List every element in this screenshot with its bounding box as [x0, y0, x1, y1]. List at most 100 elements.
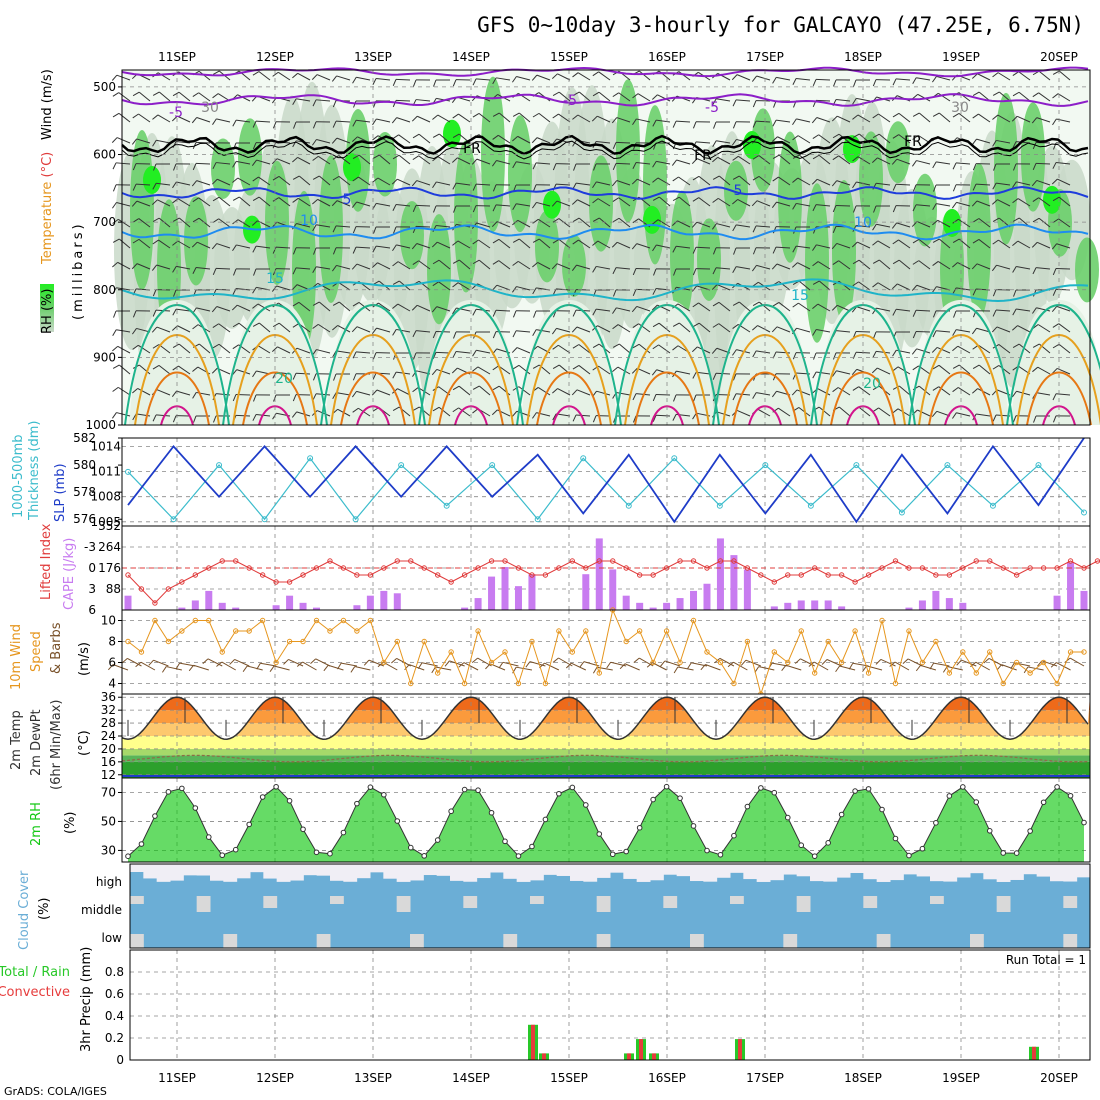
wind-speed-point [354, 628, 360, 634]
wind-speed-point [785, 659, 791, 666]
surface-wind-barbs [108, 657, 1085, 674]
rh2m-point [596, 831, 603, 837]
upper-wind-barb-flag [331, 137, 338, 144]
upper-wind-barb-flag [532, 162, 537, 170]
rh2m-point [825, 840, 831, 846]
rh2m-point [515, 853, 522, 859]
upper-wind-barb [416, 243, 431, 249]
upper-wind-barb [138, 238, 151, 249]
isotherm-dome [928, 371, 994, 426]
upper-wind-barb [938, 112, 951, 123]
upper-wind-barb [436, 368, 451, 375]
upper-wind-barb-flag [611, 117, 618, 124]
upper-wind-barb [978, 218, 991, 228]
upper-wind-barb-flag [512, 219, 519, 226]
upper-wind-barb [1056, 243, 1071, 249]
upper-wind-barb-flag [372, 372, 377, 380]
upper-wind-barb [275, 246, 291, 249]
upper-wind-barb [276, 158, 291, 165]
contour-label: 15 [266, 271, 284, 287]
surface-wind-barb [315, 658, 331, 667]
upper-wind-barb [636, 162, 651, 165]
upper-air-frame [121, 69, 1091, 426]
surface-wind-barb [234, 659, 250, 667]
upper-wind-barb-flag [572, 365, 580, 370]
lifted-index-point [731, 558, 737, 564]
rh-green-blob [184, 196, 208, 286]
upper-wind-barb-flag [433, 205, 437, 213]
cloud-level-middle: middle [81, 903, 122, 917]
lifted-index-point [340, 565, 347, 571]
rh2m-point [1027, 828, 1033, 834]
upper-wind-barb-flag [711, 284, 718, 290]
upper-wind-barb [938, 238, 951, 249]
upper-wind-barb [296, 222, 311, 228]
upper-wind-barb [615, 141, 631, 144]
upper-wind-barb [177, 240, 191, 249]
upper-wind-barb-flag [632, 343, 640, 349]
thickness-point [443, 502, 450, 509]
cloud-low-gap [596, 934, 611, 948]
upper-wind-barb [138, 364, 151, 375]
upper-wind-barb [596, 308, 611, 312]
lifted-index-point [1027, 565, 1033, 571]
upper-wind-barb-flag [312, 175, 320, 180]
upper-wind-barb [536, 74, 551, 81]
surface-wind-barb-flag [579, 661, 585, 668]
wind-speed-point [206, 617, 212, 624]
lifted-index-point [744, 565, 751, 571]
rh2m-point [192, 805, 199, 811]
cloud-middle-gap [196, 896, 211, 912]
cloud-cover-fill [130, 864, 1091, 948]
upper-wind-barb [1017, 325, 1031, 333]
upper-wind-barb [618, 217, 631, 228]
upper-wind-barb [637, 93, 651, 102]
upper-wind-barb-flag [992, 414, 997, 422]
upper-wind-barb-flag [933, 184, 937, 192]
wind-unit: (m/s) [77, 642, 92, 676]
upper-wind-barb [597, 240, 611, 249]
upper-wind-barb [536, 329, 551, 333]
rh2m-point [636, 824, 643, 831]
cloud-low-gap [783, 934, 798, 948]
upper-wind-barb-flag [992, 309, 997, 317]
cloud-high-gap [903, 864, 918, 875]
upper-wind-barb-flag [651, 369, 658, 376]
upper-wind-barb [917, 409, 931, 417]
upper-wind-barb [136, 263, 151, 270]
upper-wind-barb-flag [632, 268, 637, 276]
dewpoint-line [121, 754, 1089, 763]
upper-wind-barb-flag [692, 268, 697, 276]
upper-wind-barb-flag [392, 79, 397, 86]
upper-wind-barb-flag [333, 373, 337, 381]
upper-wind-barb [516, 347, 531, 354]
rh-green-blob [967, 163, 991, 319]
surface-wind-barb-flag [794, 658, 801, 664]
upper-wind-barb [856, 97, 871, 102]
lifted-index-point [394, 558, 400, 564]
upper-wind-barb [116, 74, 131, 81]
rh2m-point [1013, 850, 1020, 856]
upper-wind-barb-flag [733, 247, 737, 255]
upper-wind-barb-flag [312, 266, 317, 274]
upper-wind-barb [938, 92, 951, 102]
thickness-point [853, 462, 860, 469]
upper-wind-barb [798, 280, 811, 291]
upper-wind-barb [638, 343, 651, 354]
upper-wind-barb [755, 120, 771, 123]
upper-wind-barb-flag [952, 364, 960, 369]
upper-wind-barb-flag [672, 120, 677, 128]
cape-bar [488, 576, 496, 610]
upper-wind-barb [255, 120, 271, 123]
rh2m-point [771, 789, 778, 796]
cape-bar [528, 574, 536, 610]
upper-wind-barb [617, 366, 631, 375]
wind-speed-point [717, 659, 724, 666]
day-label-bottom: 11SEP [158, 1071, 196, 1085]
upper-wind-barb [135, 183, 151, 186]
upper-wind-barb [678, 176, 691, 186]
upper-wind-barb-flag [751, 200, 758, 207]
cape-tick-label: 264 [98, 540, 121, 554]
upper-wind-barb-flag [112, 112, 120, 118]
lifted-index-point [273, 579, 279, 585]
